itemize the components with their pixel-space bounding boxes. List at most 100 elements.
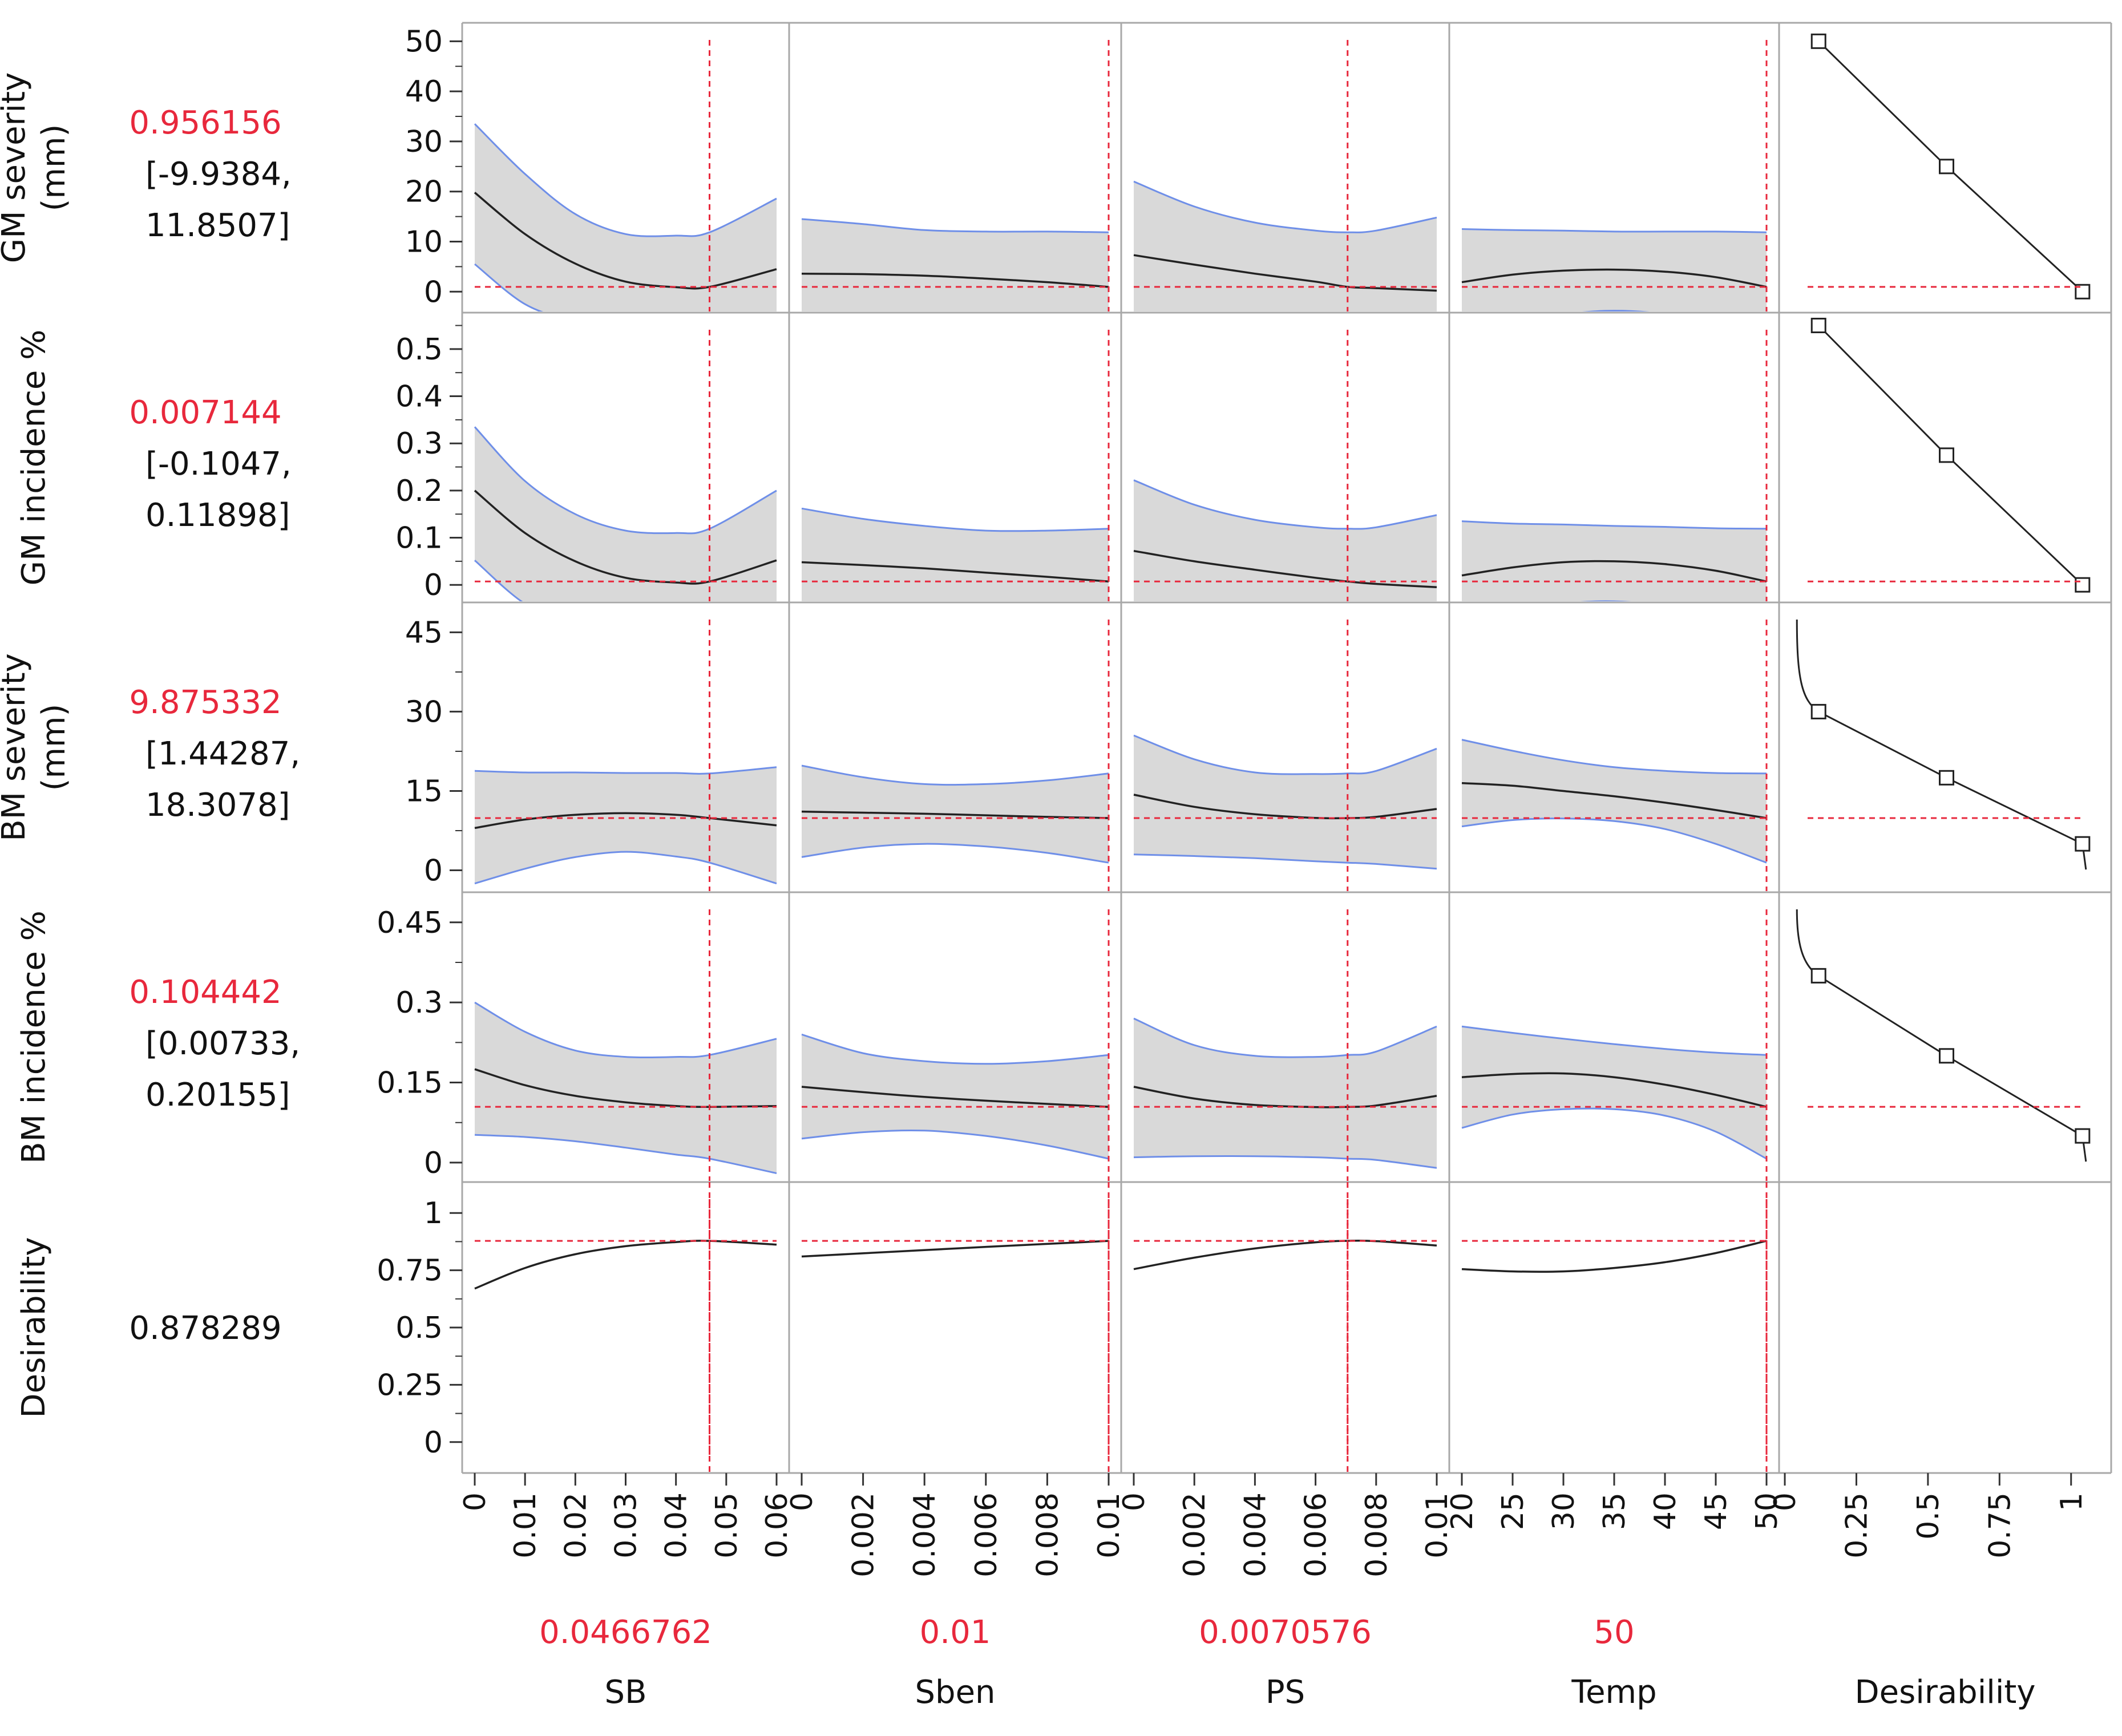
response-value: 0.878289 [129, 1310, 281, 1347]
response-ci-upper: 0.20155] [145, 1077, 290, 1114]
y-tick-label: 0.15 [377, 1066, 443, 1100]
response-value: 9.875332 [129, 684, 281, 721]
desirability-point [1939, 770, 1955, 786]
profile-panel [1461, 1199, 1768, 1472]
confidence-lower-line [474, 851, 777, 885]
response-ci-lower: [-0.1047, [145, 446, 292, 483]
desirability-point [1939, 447, 1955, 463]
x-tick-label: 0.008 [1030, 1492, 1065, 1577]
panel-grid [461, 22, 2112, 1474]
profile-panel [474, 40, 777, 311]
profile-panel [1133, 330, 1437, 601]
prediction-curve [474, 1068, 777, 1108]
y-tick-label: 0.3 [395, 427, 443, 461]
profile-panel [474, 330, 777, 601]
prediction-curve [1461, 268, 1767, 288]
confidence-band [1462, 521, 1767, 601]
y-tick-label: 0.4 [395, 380, 443, 414]
y-tick-label: 0.75 [377, 1254, 443, 1288]
desirability-tail [1796, 909, 1820, 977]
x-tick-label: 0.05 [710, 1492, 744, 1559]
x-tick-label: 0.004 [908, 1492, 942, 1577]
confidence-upper-line [1133, 479, 1437, 530]
x-tick-label: 0.006 [969, 1492, 1004, 1577]
confidence-upper-line [1133, 1017, 1437, 1058]
profile-panel [1133, 909, 1437, 1181]
response-label: (mm) [35, 704, 72, 791]
y-tick-label: 0 [424, 854, 443, 888]
response-label: GM severity [0, 72, 33, 263]
confidence-band [1462, 1026, 1767, 1159]
factor-current-value: 0.0070576 [1199, 1614, 1372, 1651]
prediction-curve [1133, 254, 1437, 292]
profile-panel [801, 40, 1110, 311]
response-label: Desirability [15, 1237, 52, 1418]
response-row-3: 0 0.15 0.3 0.45 BM incidence % 0.104442 [0.007… [15, 906, 2091, 1181]
confidence-band [802, 1034, 1109, 1159]
prediction-curve [474, 1240, 777, 1290]
x-tick-label: 0.5 [1911, 1492, 1946, 1540]
y-tick-label: 1 [424, 1196, 443, 1231]
prediction-curve [1461, 1240, 1767, 1273]
confidence-upper-line [1133, 180, 1437, 233]
confidence-band [475, 124, 777, 311]
profile-panel [1461, 330, 1768, 601]
prediction-curve [1461, 782, 1767, 819]
prediction-curve [474, 812, 777, 829]
confidence-band [1134, 181, 1437, 311]
response-ci-lower: [0.00733, [145, 1025, 300, 1062]
confidence-upper-line [801, 764, 1109, 786]
x-tick-label: 0 [458, 1492, 492, 1511]
factor-name: PS [1266, 1674, 1305, 1711]
response-row-2: 0 15 30 45 BM severity (mm) 9.875332 [1.44287, 1… [0, 616, 2091, 891]
confidence-lower-line [802, 618, 1109, 634]
x-tick-label: 0.01 [508, 1492, 543, 1559]
profile-panel [1461, 40, 1768, 311]
x-tick-label: 0.008 [1360, 1492, 1394, 1577]
response-ci-upper: 0.11898] [145, 497, 290, 534]
y-tick-label: 0.3 [395, 986, 443, 1020]
profile-panel [1461, 909, 1768, 1181]
x-tick-label: 20 [1445, 1492, 1480, 1530]
response-value: 0.007144 [129, 394, 281, 431]
profile-panel [801, 909, 1110, 1181]
profile-panel [1133, 40, 1437, 311]
x-tick-label: 0.03 [609, 1492, 644, 1559]
y-tick-label: 0.25 [377, 1368, 443, 1402]
confidence-band [802, 219, 1109, 311]
confidence-lower-line [1133, 1155, 1437, 1169]
y-tick-label: 40 [405, 75, 443, 109]
confidence-lower-line [1461, 1107, 1767, 1160]
confidence-lower-line [1133, 853, 1437, 870]
y-tick-label: 0.45 [377, 906, 443, 940]
response-label: BM severity [0, 653, 33, 841]
desirability-function-panel [1796, 909, 2091, 1162]
confidence-band [1134, 480, 1437, 601]
confidence-lower-line [474, 263, 544, 311]
desirability-point [1939, 159, 1955, 175]
x-tick-label: 0 [785, 1492, 819, 1511]
confidence-band [475, 1002, 777, 1173]
confidence-upper-line [801, 218, 1109, 233]
profile-panel [801, 1199, 1110, 1472]
desirability-point [1810, 703, 1826, 719]
confidence-band [1462, 229, 1767, 311]
confidence-band [1462, 739, 1767, 863]
desirability-point [2075, 577, 2091, 593]
response-label: GM incidence % [15, 330, 52, 586]
y-tick-label: 0.5 [395, 333, 443, 367]
profile-panel [801, 330, 1110, 634]
prediction-curve [1133, 794, 1437, 820]
response-label: BM incidence % [15, 911, 52, 1164]
profile-panel [474, 1199, 777, 1472]
response-label: (mm) [35, 124, 72, 212]
y-tick-label: 15 [405, 774, 443, 808]
x-tick-label: 25 [1496, 1492, 1530, 1530]
desirability-tail [1796, 619, 1820, 713]
x-tick-label: 30 [1547, 1492, 1581, 1530]
desirability-function-panel [1796, 619, 2091, 870]
profile-panel [1461, 620, 1768, 891]
desirability-point [1810, 318, 1826, 334]
factor-current-value: 0.0466762 [539, 1614, 712, 1651]
